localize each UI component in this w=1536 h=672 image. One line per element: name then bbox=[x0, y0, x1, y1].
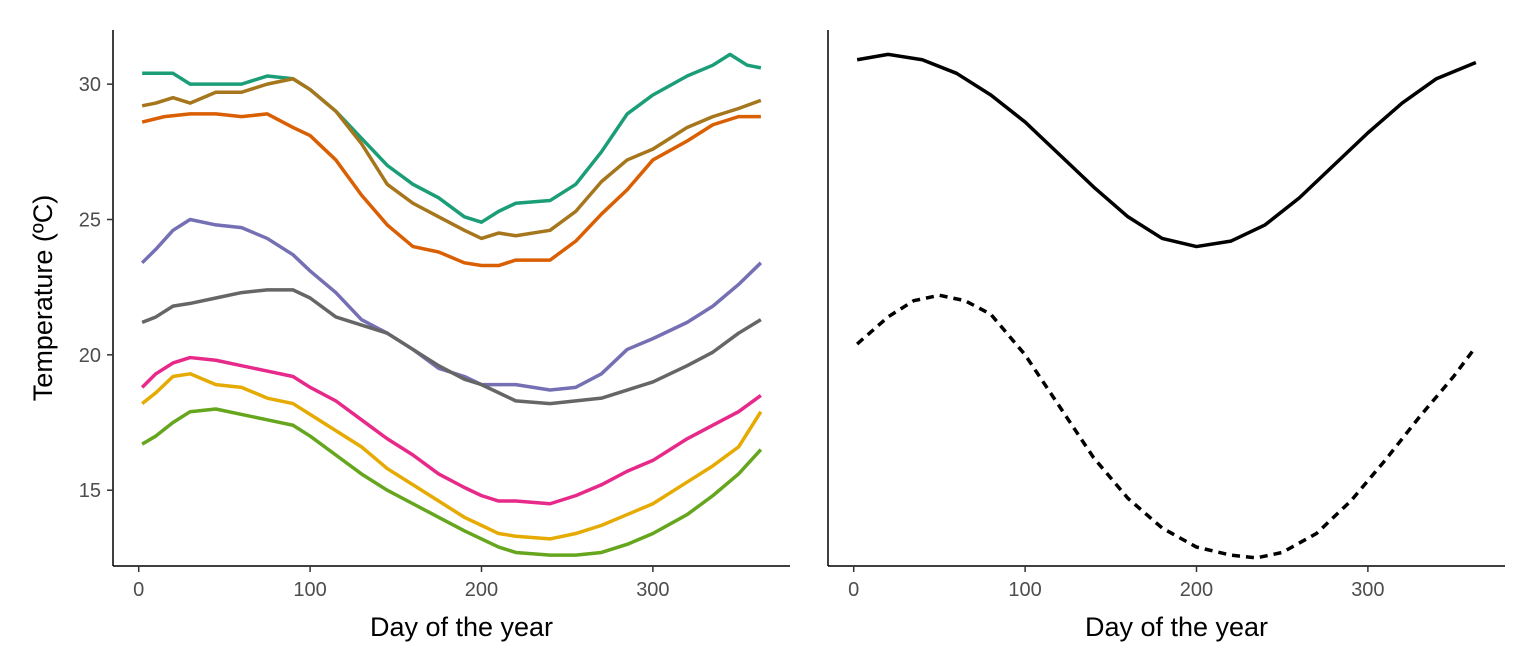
y-tick-label: 25 bbox=[79, 209, 101, 231]
x-tick-label: 0 bbox=[848, 579, 859, 601]
series-line-2 bbox=[141, 76, 762, 241]
series-line-1 bbox=[856, 52, 1477, 249]
right-panel: 0 100 200 300 Day of the year bbox=[827, 30, 1505, 642]
y-tick-label: 15 bbox=[79, 480, 101, 502]
x-axis-title: Day of the year bbox=[370, 612, 553, 642]
series-line-3 bbox=[141, 112, 761, 268]
x-tick-label: 100 bbox=[293, 579, 326, 601]
x-tick-label: 0 bbox=[133, 579, 144, 601]
x-tick-label: 300 bbox=[636, 579, 669, 601]
series-line-4 bbox=[140, 217, 763, 392]
series-line-5 bbox=[141, 288, 762, 406]
left-panel: 0 100 200 300 15 20 25 30 Day of the year Tempera… bbox=[28, 30, 790, 642]
y-tick-label: 20 bbox=[79, 345, 101, 367]
series-line-2 bbox=[855, 293, 1478, 560]
x-tick-label: 200 bbox=[465, 579, 498, 601]
series-line-8 bbox=[141, 407, 763, 557]
series-line-1 bbox=[142, 52, 762, 224]
x-tick-label: 200 bbox=[1180, 579, 1213, 601]
y-tick-label: 30 bbox=[79, 74, 101, 96]
x-axis-title: Day of the year bbox=[1085, 612, 1268, 642]
x-tick-label: 300 bbox=[1351, 579, 1384, 601]
series-line-6 bbox=[140, 355, 762, 506]
x-tick-label: 100 bbox=[1008, 579, 1041, 601]
y-axis-title: Temperature (ºC) bbox=[28, 195, 58, 401]
series-line-7 bbox=[141, 372, 763, 541]
